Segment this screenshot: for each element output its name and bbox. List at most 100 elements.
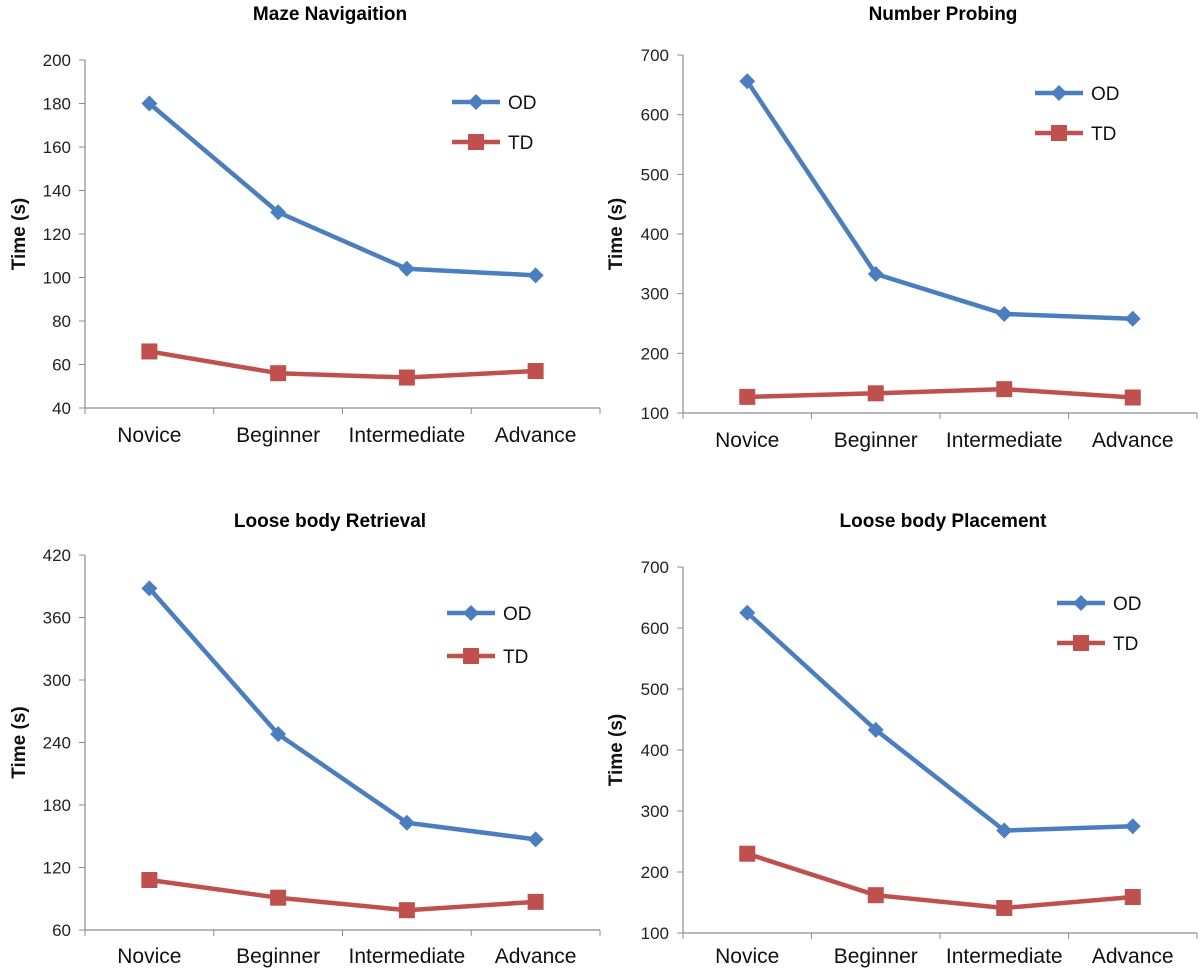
chart-panel-4: Loose body Placement 100 200 300 400 500 600 70…	[606, 511, 1198, 968]
y-tick-label: 100	[43, 269, 71, 288]
data-point-od	[527, 831, 544, 848]
y-axis-title: Time (s)	[606, 198, 627, 271]
y-axis-title: Time (s)	[9, 706, 30, 779]
y-axis-title: Time (s)	[606, 714, 627, 787]
data-point-od	[141, 580, 158, 597]
data-point-od	[867, 265, 884, 282]
data-point-od	[996, 305, 1013, 322]
data-point-td	[527, 363, 544, 380]
legend-label-od: OD	[1113, 594, 1142, 615]
y-tick-label: 100	[641, 404, 669, 423]
data-point-td	[141, 343, 158, 360]
data-point-td	[398, 902, 415, 919]
legend-label-od: OD	[503, 604, 532, 625]
data-point-od	[1124, 310, 1141, 327]
x-category-label: Advance	[495, 945, 577, 968]
data-point-td	[141, 872, 158, 888]
y-tick-label: 400	[641, 741, 669, 760]
y-tick-label: 200	[641, 863, 669, 882]
legend-label-od: OD	[508, 93, 537, 114]
x-category-label: Advance	[495, 424, 577, 447]
data-point-od	[739, 73, 756, 90]
chart-panel-2: Number Probing 100 200 300 400 500 600 700 Novic…	[606, 4, 1198, 452]
data-point-td	[398, 369, 415, 386]
data-point-od	[996, 822, 1013, 839]
series-line-od	[745, 79, 1135, 321]
data-point-od	[141, 95, 158, 112]
y-tick-label: 400	[641, 225, 669, 244]
data-point-od	[1124, 818, 1141, 835]
legend-label-td: TD	[1091, 124, 1116, 145]
legend-label-td: TD	[1113, 634, 1138, 655]
y-tick-label: 500	[641, 165, 669, 184]
data-point-td	[996, 899, 1013, 916]
legend-marker-od	[1051, 85, 1067, 101]
data-point-od	[527, 267, 544, 284]
x-category-label: Advance	[1092, 945, 1174, 968]
y-tick-label: 600	[641, 619, 669, 638]
y-tick-label: 500	[641, 680, 669, 699]
x-category-label: Intermediate	[946, 945, 1063, 968]
data-point-td	[739, 388, 756, 405]
y-tick-label: 60	[52, 921, 71, 940]
y-axis-title: Time (s)	[9, 198, 30, 271]
data-point-od	[739, 604, 756, 621]
legend-label-od: OD	[1091, 84, 1120, 105]
series-line-td	[745, 851, 1135, 911]
series-line-od	[147, 586, 538, 842]
x-category-label: Intermediate	[946, 429, 1063, 452]
chart-panel-1: Maze Navigaition 40 60 80 100 120 140 160 180 200…	[9, 4, 601, 447]
data-point-td	[996, 381, 1013, 398]
y-tick-label: 200	[43, 51, 71, 70]
legend-marker-od	[1073, 595, 1089, 611]
data-point-od	[867, 721, 884, 738]
x-category-label: Intermediate	[349, 945, 466, 968]
x-category-label: Novice	[117, 945, 181, 968]
legend-marker-od	[463, 605, 479, 621]
y-tick-label: 160	[43, 138, 71, 157]
y-tick-label: 300	[641, 802, 669, 821]
legend-label-td: TD	[503, 647, 528, 668]
y-tick-label: 240	[43, 734, 71, 753]
x-category-label: Beginner	[834, 945, 918, 968]
data-point-td	[739, 845, 756, 862]
y-tick-label: 100	[641, 924, 669, 943]
y-tick-label: 700	[641, 46, 669, 65]
data-point-td	[270, 889, 287, 906]
x-category-label: Beginner	[236, 424, 320, 447]
data-point-td	[1124, 889, 1141, 906]
y-tick-label: 420	[43, 546, 71, 565]
y-tick-label: 40	[52, 399, 71, 418]
y-tick-label: 80	[52, 312, 71, 331]
data-point-od	[398, 260, 415, 277]
chart-panel-3: Loose body Retrieval 60 120 180 240 300 360 420…	[9, 511, 601, 968]
y-tick-label: 360	[43, 609, 71, 628]
legend-marker-od	[468, 94, 484, 110]
series-line-od	[147, 101, 538, 278]
data-point-od	[270, 726, 287, 743]
series-line-td	[745, 386, 1135, 400]
chart-title: Number Probing	[869, 4, 1018, 25]
data-point-td	[1124, 389, 1141, 406]
y-tick-label: 300	[641, 285, 669, 304]
data-point-td	[867, 887, 884, 904]
x-category-label: Novice	[715, 945, 779, 968]
y-tick-label: 120	[43, 225, 71, 244]
legend-marker-td	[463, 648, 479, 664]
chart-title: Loose body Placement	[840, 511, 1048, 532]
data-point-td	[527, 893, 544, 910]
series-line-od	[745, 610, 1135, 833]
series-line-td	[147, 877, 538, 913]
y-tick-label: 600	[641, 106, 669, 125]
y-tick-label: 140	[43, 182, 71, 201]
y-tick-label: 120	[43, 859, 71, 878]
legend-marker-td	[468, 134, 484, 150]
x-category-label: Novice	[715, 429, 779, 452]
y-tick-label: 200	[641, 344, 669, 363]
legend-marker-td	[1051, 125, 1067, 141]
y-tick-label: 300	[43, 671, 71, 690]
x-category-label: Intermediate	[349, 424, 466, 447]
legend-marker-td	[1073, 635, 1089, 651]
y-tick-label: 700	[641, 558, 669, 577]
